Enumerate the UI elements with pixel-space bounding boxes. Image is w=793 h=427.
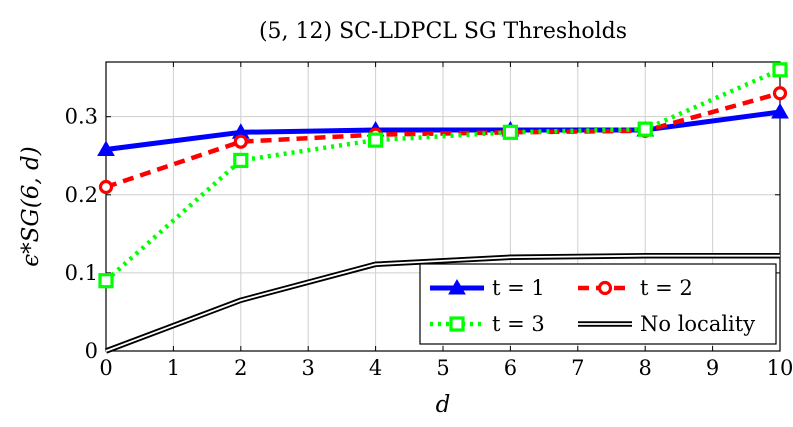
- chart-title: (5, 12) SC-LDPCL SG Thresholds: [259, 19, 627, 44]
- legend-marker: [448, 278, 466, 295]
- y-tick-label: 0.1: [65, 261, 98, 285]
- legend-entry: t = 2: [578, 276, 693, 300]
- series-line: [104, 67, 781, 283]
- x-tick-label: 4: [369, 356, 382, 380]
- series-line: [105, 91, 781, 190]
- data-point: [502, 124, 518, 140]
- data-point: [98, 179, 114, 195]
- legend-entry: No locality: [578, 312, 755, 336]
- data-point: [233, 134, 248, 149]
- series-t--3: [98, 62, 788, 289]
- series-no-locality: [105, 252, 780, 354]
- series-layer: [97, 62, 789, 354]
- legend-label: t = 2: [640, 276, 693, 300]
- legend-label: t = 1: [492, 276, 545, 300]
- x-tick-label: 10: [767, 356, 793, 380]
- data-point: [772, 62, 788, 78]
- legend-entry: t = 1: [430, 276, 545, 300]
- x-tick-label: 1: [167, 356, 180, 380]
- legend-marker: [449, 316, 465, 332]
- legend-box: [419, 263, 777, 345]
- x-tick-label: 2: [234, 356, 247, 380]
- data-point: [772, 86, 788, 101]
- legend-entry: t = 3: [430, 312, 545, 336]
- legend-label: No locality: [640, 312, 755, 336]
- legend-marker: [597, 280, 613, 296]
- x-tick-label: 8: [639, 356, 652, 380]
- data-point: [368, 132, 384, 148]
- x-axis-label: d: [436, 392, 451, 418]
- data-point: [771, 102, 789, 119]
- x-tick-label: 6: [504, 356, 517, 380]
- y-tick-label: 0.3: [65, 105, 98, 129]
- y-axis-label: ϵ*SG(6, d): [18, 146, 44, 266]
- y-tick-label: 0: [85, 339, 98, 363]
- data-point: [98, 273, 114, 289]
- x-tick-label: 3: [302, 356, 315, 380]
- x-tick-label: 7: [571, 356, 584, 380]
- data-point: [637, 121, 653, 137]
- y-tick-label: 0.2: [65, 183, 98, 207]
- data-point: [97, 140, 115, 156]
- x-tick-label: 0: [99, 356, 112, 380]
- series-line-inner: [105, 254, 780, 352]
- ticks: 0 1 2 3 4 5 6 7 8 9 10 0 0.1 0.2 0.3: [65, 62, 793, 380]
- x-tick-label: 9: [706, 356, 719, 380]
- series-line: [105, 109, 781, 152]
- data-point: [233, 152, 249, 169]
- legend-label: t = 3: [492, 312, 545, 336]
- x-tick-label: 5: [436, 356, 449, 380]
- legend: t = 1 t = 2 t = 3 No locality: [419, 263, 777, 345]
